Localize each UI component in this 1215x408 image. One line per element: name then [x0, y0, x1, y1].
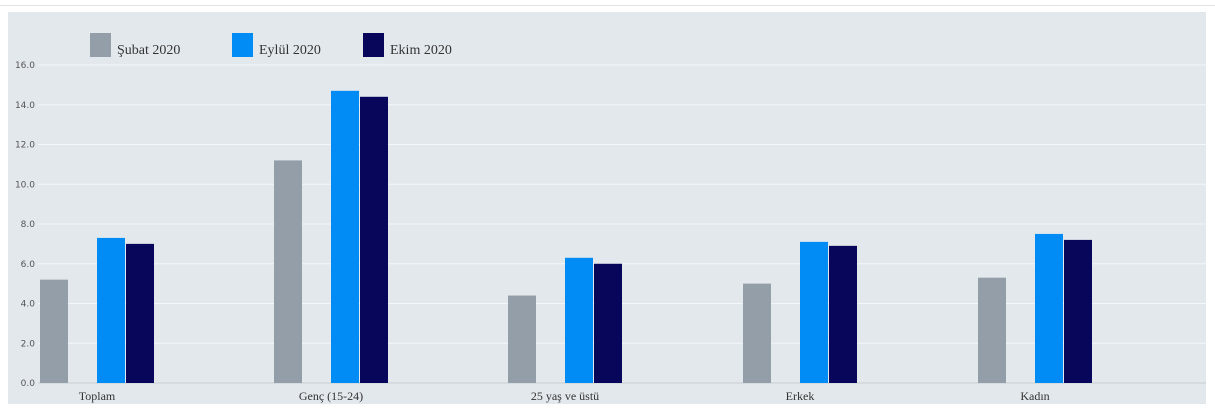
bar	[1035, 233, 1063, 383]
x-tick-label: Kadın	[1020, 389, 1049, 403]
x-tick-label: 25 yaş ve üstü	[531, 389, 599, 403]
legend-swatch	[363, 33, 384, 57]
legend: Şubat 2020 Eylül 2020 Ekim 2020	[90, 33, 452, 58]
y-tick-label: 4.0	[21, 300, 36, 310]
bar	[274, 160, 302, 383]
bar	[331, 90, 359, 384]
bar	[743, 283, 771, 383]
x-tick-label: Erkek	[786, 389, 815, 403]
legend-label: Şubat 2020	[117, 43, 180, 58]
y-tick-label: 0.0	[21, 379, 36, 389]
legend-swatch	[232, 33, 253, 57]
bar	[360, 96, 388, 384]
bar	[40, 279, 68, 383]
bars	[40, 90, 1092, 384]
x-tick-label: Genç (15-24)	[299, 389, 363, 403]
y-tick-label: 6.0	[21, 260, 36, 270]
top-divider	[0, 0, 1215, 6]
y-tick-label: 8.0	[21, 220, 36, 230]
bar	[978, 277, 1006, 383]
bar	[508, 295, 536, 383]
bar	[126, 243, 154, 383]
y-tick-label: 10.0	[15, 180, 35, 190]
bar	[97, 237, 125, 383]
y-tick-label: 12.0	[15, 141, 35, 151]
legend-label: Eylül 2020	[259, 43, 321, 58]
legend-swatch	[90, 33, 111, 57]
x-axis: Toplam Genç (15-24) 25 yaş ve üstü Erkek Kad…	[79, 389, 1050, 403]
bar	[594, 263, 622, 383]
y-tick-label: 16.0	[15, 61, 35, 71]
x-tick-label: Toplam	[79, 389, 116, 403]
y-tick-label: 14.0	[15, 101, 35, 111]
bar	[829, 245, 857, 383]
legend-label: Ekim 2020	[390, 43, 452, 58]
bar	[1064, 239, 1092, 383]
y-axis: 0.0 2.0 4.0 6.0 8.0 10.0 12.0 14.0 16.0	[15, 61, 35, 389]
y-tick-label: 2.0	[21, 339, 36, 349]
bar	[800, 241, 828, 383]
bar	[565, 257, 593, 383]
